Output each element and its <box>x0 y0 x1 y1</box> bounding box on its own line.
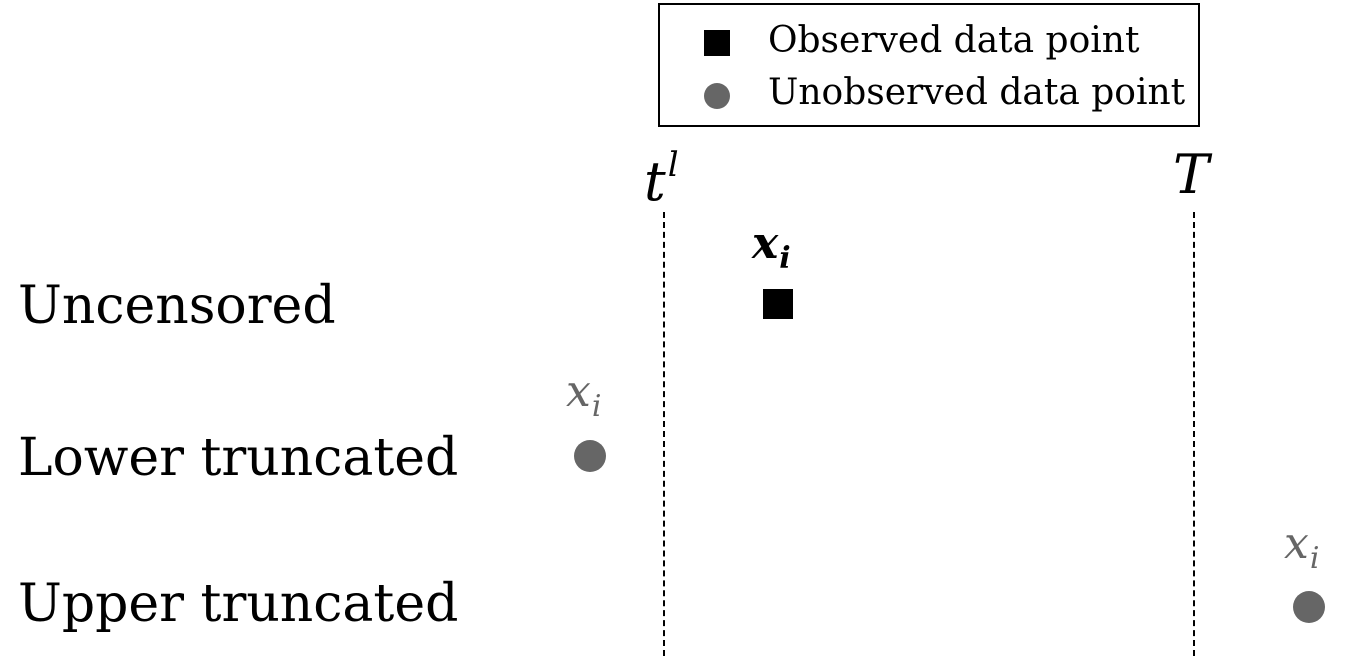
legend: Observed data point Unobserved data poin… <box>658 3 1200 127</box>
observed-point-label: xi <box>752 222 791 274</box>
lower-bound-line <box>663 212 665 656</box>
lower-bound-label: tl <box>644 148 679 209</box>
upper-truncated-point-label: xi <box>1284 522 1319 574</box>
legend-unobserved-label: Unobserved data point <box>768 72 1186 113</box>
lower-truncated-point-label: xi <box>566 370 601 422</box>
unobserved-marker-icon <box>704 83 730 109</box>
row-label-upper-truncated: Upper truncated <box>18 574 459 634</box>
lower-truncated-point-marker <box>574 440 606 472</box>
observed-point-var: x <box>752 218 779 269</box>
observed-marker-icon <box>704 30 730 56</box>
lower-truncated-point-sub: i <box>591 389 602 424</box>
upper-truncated-point-var: x <box>1284 518 1309 569</box>
upper-bound-label: T <box>1173 143 1210 206</box>
upper-bound-line <box>1193 212 1195 656</box>
lower-bound-sup: l <box>667 145 679 185</box>
legend-observed-label: Observed data point <box>768 20 1140 61</box>
upper-truncated-point-sub: i <box>1309 541 1320 576</box>
observed-point-sub: i <box>779 241 791 276</box>
lower-truncated-point-var: x <box>566 366 591 417</box>
lower-bound-base: t <box>644 150 666 213</box>
row-label-uncensored: Uncensored <box>18 276 336 336</box>
upper-truncated-point-marker <box>1293 591 1325 623</box>
observed-point-marker <box>763 289 793 319</box>
row-label-lower-truncated: Lower truncated <box>18 428 459 488</box>
